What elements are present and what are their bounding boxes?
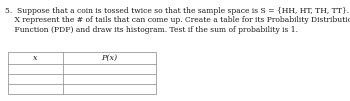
Text: P(x): P(x) <box>102 54 118 62</box>
Text: x: x <box>33 54 38 62</box>
Text: Function (PDF) and draw its histogram. Test if the sum of probability is 1.: Function (PDF) and draw its histogram. T… <box>5 26 298 34</box>
Text: X represent the # of tails that can come up. Create a table for its Probability : X represent the # of tails that can come… <box>5 16 350 25</box>
Bar <box>8 52 156 94</box>
Text: 5.  Suppose that a coin is tossed twice so that the sample space is S = {HH, HT,: 5. Suppose that a coin is tossed twice s… <box>5 7 350 15</box>
